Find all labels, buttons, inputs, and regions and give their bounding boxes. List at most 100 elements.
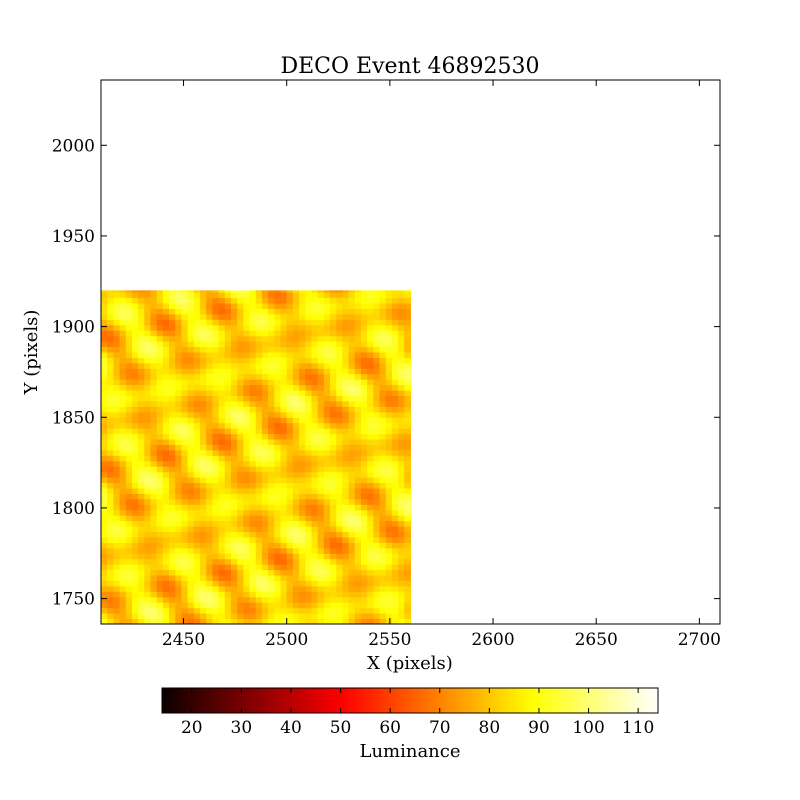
heatmap-cell [131,297,139,304]
heatmap-cell [193,477,201,484]
heatmap-cell [131,444,139,451]
heatmap-cell [317,346,325,353]
heatmap-cell [206,422,213,429]
heatmap-cell [113,564,121,571]
heatmap-cell [169,313,176,320]
heatmap-cell [385,575,393,581]
heatmap-cell [107,547,114,554]
heatmap-cell [212,455,220,462]
heatmap-cell [348,417,356,424]
heatmap-cell [175,542,182,549]
heatmap-cell [354,515,362,522]
heatmap-cell [230,536,238,543]
heatmap-cell [348,575,356,581]
heatmap-cell [243,547,251,554]
heatmap-cell [385,297,393,304]
heatmap-cell [292,319,300,326]
heatmap-cell [156,406,164,413]
heatmap-cell [373,433,381,440]
heatmap-cell [113,292,121,299]
heatmap-cell [336,607,343,614]
heatmap-cell [224,390,232,397]
heatmap-cell [385,520,393,527]
heatmap-cell [162,395,170,402]
heatmap-cell [144,509,152,516]
heatmap-cell [348,395,356,402]
heatmap-cell [101,379,108,386]
heatmap-cell [224,564,232,571]
heatmap-cell [249,379,257,386]
heatmap-cell [391,308,399,315]
heatmap-cell [404,411,411,418]
heatmap-cell [323,417,331,424]
heatmap-cell [311,569,319,576]
heatmap-cell [131,335,139,342]
heatmap-cell [311,330,319,337]
heatmap-cell [261,400,269,407]
heatmap-cell [249,575,257,581]
heatmap-cell [311,531,319,538]
heatmap-cell [348,352,356,358]
heatmap-cell [373,428,381,435]
heatmap-cell [193,504,201,511]
heatmap-cell [162,531,170,538]
heatmap-cell [348,613,356,620]
heatmap-cell [391,596,399,603]
heatmap-cell [113,303,121,309]
heatmap-cell [367,335,374,342]
heatmap-cell [237,580,244,587]
heatmap-cell [305,352,312,358]
heatmap-cell [379,406,387,413]
heatmap-cell [138,504,145,511]
heatmap-cell [249,444,257,451]
heatmap-cell [330,362,337,369]
heatmap-cell [101,352,108,358]
heatmap-cell [391,591,399,598]
heatmap-cell [218,602,226,609]
heatmap-cell [280,526,288,533]
heatmap-cell [398,531,405,538]
heatmap-cell [107,493,114,500]
heatmap-cell [305,384,312,391]
heatmap-cell [398,536,405,543]
heatmap-cell [286,564,294,571]
heatmap-cell [404,493,411,500]
heatmap-cell [125,607,133,614]
heatmap-cell [336,335,343,342]
heatmap-cell [144,341,152,348]
heatmap-cell [274,428,282,435]
heatmap-cell [280,466,288,473]
heatmap-cell [144,488,152,494]
heatmap-cell [200,439,207,445]
heatmap-cell [212,564,220,571]
heatmap-cell [280,607,288,614]
heatmap-cell [367,439,374,445]
heatmap-cell [385,346,393,353]
heatmap-cell [299,613,306,620]
heatmap-cell [348,580,356,587]
heatmap-cell [268,313,275,320]
heatmap-cell [150,324,158,331]
heatmap-cell [299,553,306,560]
heatmap-cell [398,553,405,560]
heatmap-cell [119,558,127,565]
heatmap-cell [107,498,114,505]
heatmap-cell [101,395,108,402]
heatmap-cell [292,362,300,369]
heatmap-cell [367,477,374,484]
heatmap-cell [255,449,263,456]
heatmap-cell [243,444,251,451]
heatmap-cell [200,433,207,440]
heatmap-cell [348,488,356,494]
heatmap-cell [150,466,158,473]
heatmap-cell [292,498,300,505]
heatmap-cell [274,477,282,484]
heatmap-cell [193,330,201,337]
heatmap-cell [187,297,195,304]
heatmap-cell [398,303,405,309]
heatmap-cell [330,585,337,592]
heatmap-cell [162,352,170,358]
heatmap-cell [305,613,312,620]
heatmap-cell [398,558,405,565]
heatmap-cell [237,417,244,424]
